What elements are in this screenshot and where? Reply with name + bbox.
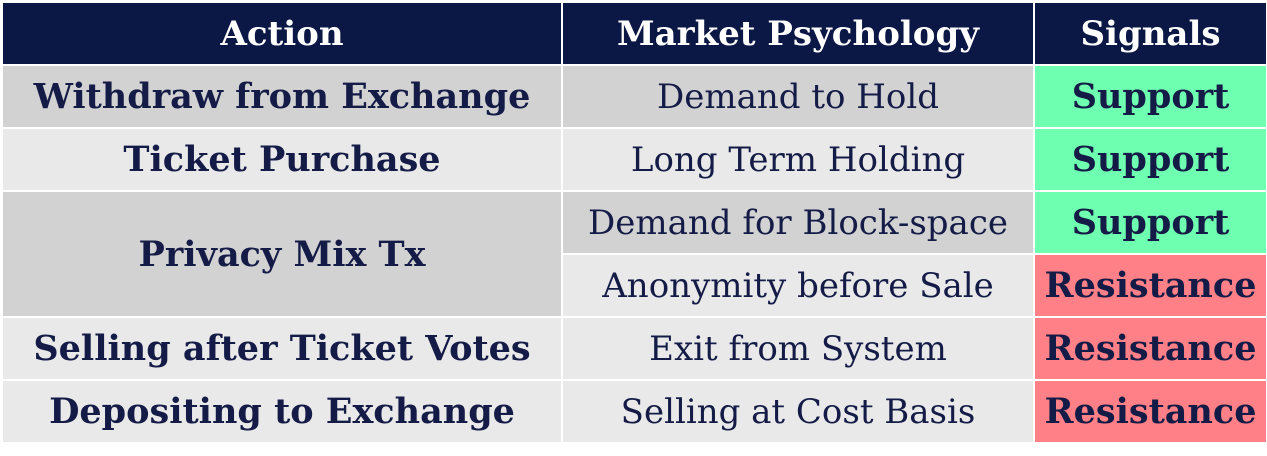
psychology-cell: Demand for Block-space bbox=[561, 190, 1035, 255]
table-row: Depositing to Exchange Selling at Cost B… bbox=[1, 379, 1267, 444]
psychology-cell: Exit from System bbox=[561, 316, 1035, 381]
header-market-psychology: Market Psychology bbox=[561, 1, 1035, 66]
action-cell: Ticket Purchase bbox=[1, 127, 563, 192]
table-row: Withdraw from Exchange Demand to Hold Su… bbox=[1, 64, 1267, 129]
signal-cell: Support bbox=[1033, 190, 1267, 255]
psychology-cell: Demand to Hold bbox=[561, 64, 1035, 129]
table-row: Anonymity before Sale Resistance bbox=[2, 253, 1267, 318]
header-row: Action Market Psychology Signals bbox=[1, 1, 1267, 66]
signal-cell: Resistance bbox=[1033, 379, 1267, 444]
action-cell: Selling after Ticket Votes bbox=[1, 316, 563, 381]
header-action: Action bbox=[1, 1, 563, 66]
signal-cell: Resistance bbox=[1033, 316, 1267, 381]
header-signals: Signals bbox=[1033, 1, 1267, 66]
table-row: Privacy Mix Tx Demand for Block-space Su… bbox=[1, 190, 1267, 318]
table-row: Selling after Ticket Votes Exit from Sys… bbox=[1, 316, 1267, 381]
action-cell: Privacy Mix Tx bbox=[1, 190, 563, 318]
table-row: Ticket Purchase Long Term Holding Suppor… bbox=[1, 127, 1267, 192]
psychology-cell: Selling at Cost Basis bbox=[561, 379, 1035, 444]
psychology-cell: Anonymity before Sale bbox=[561, 253, 1035, 318]
signal-cell: Support bbox=[1033, 64, 1267, 129]
signal-cell: Support bbox=[1033, 127, 1267, 192]
signals-table: Action Market Psychology Signals Withdra… bbox=[1, 1, 1267, 444]
action-cell: Withdraw from Exchange bbox=[1, 64, 563, 129]
psychology-cell: Long Term Holding bbox=[561, 127, 1035, 192]
action-cell: Depositing to Exchange bbox=[1, 379, 563, 444]
signal-cell: Resistance bbox=[1033, 253, 1267, 318]
